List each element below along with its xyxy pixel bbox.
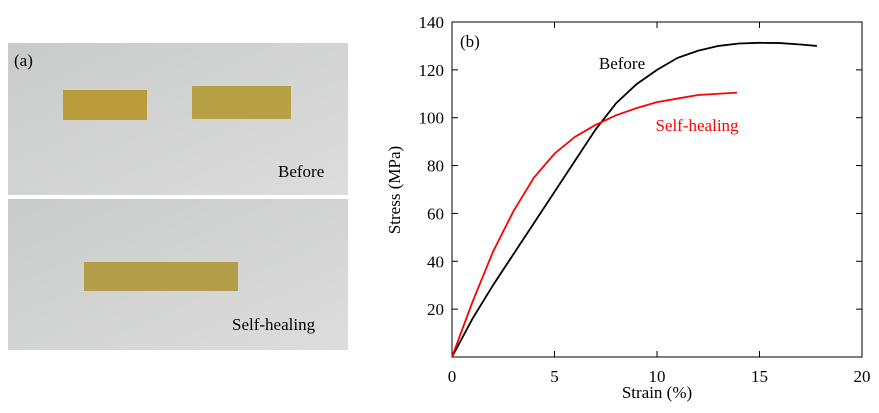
page: (a) Before Self-healing (b) Strain (%) S…: [0, 0, 879, 408]
y-axis-label: Stress (MPa): [385, 146, 404, 234]
photo-caption: Self-healing: [232, 315, 316, 334]
y-tick-label: 40: [427, 252, 444, 271]
panel-label: (b): [460, 32, 480, 51]
figure: (a) Before Self-healing (b) Strain (%) S…: [0, 0, 879, 408]
series-label: Self-healing: [655, 116, 739, 135]
x-tick-label: 0: [448, 367, 457, 386]
y-tick-label: 100: [419, 109, 445, 128]
y-tick-label: 140: [419, 13, 445, 32]
x-tick-label: 10: [649, 367, 666, 386]
y-tick-label: 80: [427, 157, 444, 176]
tape: [84, 262, 238, 291]
plot-frame: [452, 22, 862, 357]
x-tick-label: 5: [550, 367, 559, 386]
y-tick-label: 20: [427, 300, 444, 319]
data-line: [452, 43, 817, 357]
y-tick-label: 120: [419, 61, 445, 80]
series-label: Before: [599, 54, 645, 73]
y-tick-label: 60: [427, 204, 444, 223]
x-tick-label: 15: [751, 367, 768, 386]
photo-caption: Before: [278, 162, 324, 181]
panel-label: (a): [14, 51, 33, 70]
x-tick-label: 20: [854, 367, 871, 386]
tape: [192, 86, 291, 119]
tape: [63, 90, 147, 120]
